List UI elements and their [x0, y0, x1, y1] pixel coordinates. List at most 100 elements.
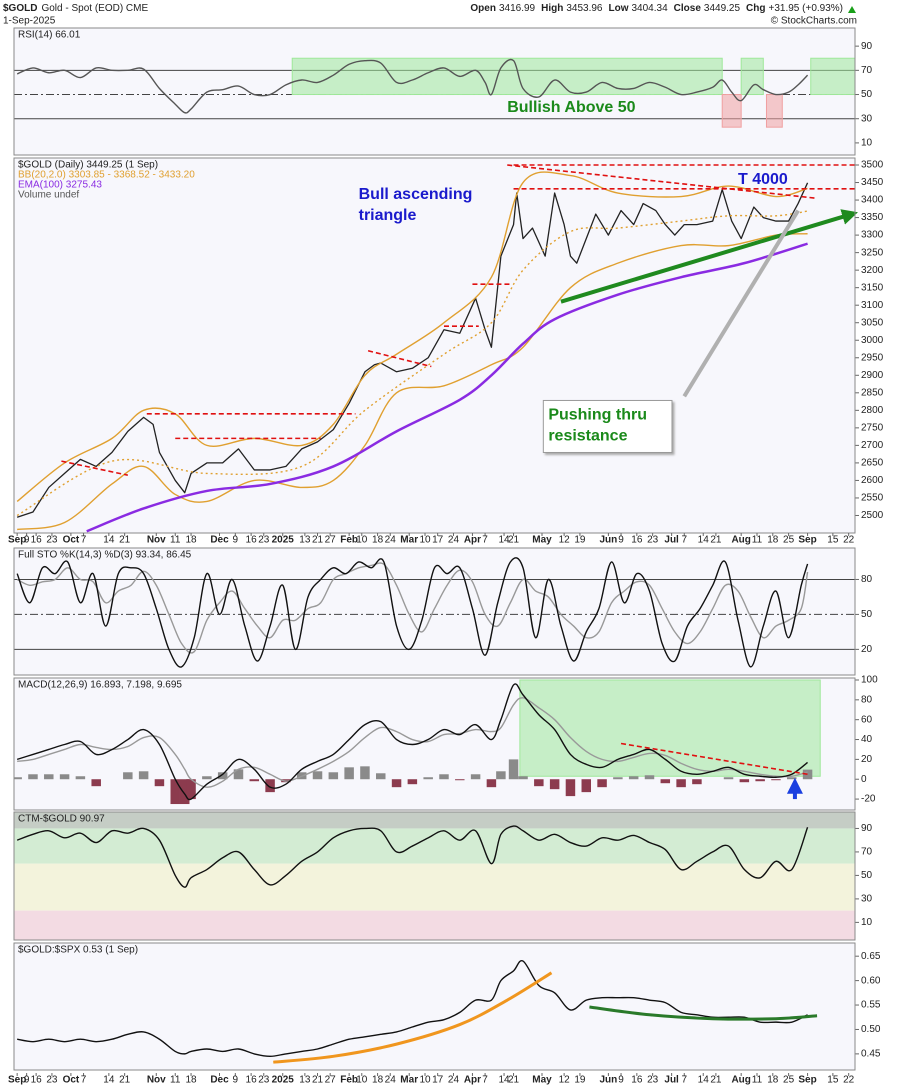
x-tick-label: 14: [498, 1075, 510, 1086]
histogram-bar: [14, 777, 22, 780]
annotation-text: Bullish Above 50: [507, 99, 635, 116]
x-tick-label: Sep: [8, 1075, 26, 1086]
x-tick-label: Nov: [147, 1075, 166, 1086]
x-tick-label: Jun: [600, 535, 618, 546]
x-tick-label: 18: [767, 1075, 779, 1086]
series-line: [16, 58, 809, 114]
legend-entry: CTM-$GOLD 90.97: [18, 814, 105, 825]
x-tick-label: 9: [233, 1075, 239, 1086]
callout-box: [542, 399, 673, 453]
y-tick-label: 40: [861, 734, 873, 745]
x-tick-label: 7: [482, 535, 488, 546]
series-line: [17, 959, 808, 1058]
series-line: [16, 825, 809, 888]
x-tick-label: 7: [81, 535, 87, 546]
histogram-bar: [249, 779, 260, 782]
y-tick-label: 30: [861, 113, 873, 124]
histogram-bar: [565, 779, 576, 797]
x-tick-label: 16: [246, 1075, 258, 1086]
series-line: [17, 233, 808, 531]
x-tick-label: 14: [698, 535, 710, 546]
histogram-bar: [391, 779, 402, 788]
annotation-arrow: [560, 209, 858, 304]
series-line: [16, 557, 809, 668]
histogram-bar: [581, 779, 592, 793]
quote-value: 3404.34: [632, 3, 669, 14]
y-tick-label: 3500: [861, 160, 884, 171]
y-tick-label: 60: [861, 714, 873, 725]
panel-frame: [13, 811, 856, 941]
histogram-bar: [376, 773, 386, 780]
x-tick-label: 9: [24, 1075, 30, 1086]
y-tick-label: 50: [861, 609, 873, 620]
histogram-bar: [28, 774, 38, 780]
y-tick-label: 30: [861, 894, 873, 905]
y-tick-label: 3300: [861, 230, 884, 241]
x-tick-label: 21: [119, 535, 131, 546]
x-tick-label: Sep: [798, 535, 816, 546]
x-tick-label: Feb: [340, 1075, 358, 1086]
x-tick-label: Apr: [464, 535, 481, 546]
y-tick-label: 50: [861, 870, 873, 881]
annotation-text: Pushing thru: [548, 406, 647, 423]
x-tick-label: 24: [448, 1075, 460, 1086]
y-tick-label: 0.50: [861, 1024, 881, 1035]
x-tick-label: Aug: [731, 1075, 750, 1086]
annotation-text: T 4000: [738, 171, 788, 188]
histogram-bar: [179, 779, 190, 805]
x-tick-label: Oct: [63, 535, 80, 546]
histogram-bar: [613, 777, 623, 780]
x-tick-label: 21: [508, 535, 520, 546]
panel-frame: [13, 157, 856, 534]
y-tick-label: 80: [861, 694, 873, 705]
x-tick-label: Jul: [664, 535, 679, 546]
panel-frame: [13, 27, 856, 156]
legend-entry: Full STO %K(14,3) %D(3) 93.34, 86.45: [18, 550, 192, 561]
x-tick-label: 23: [258, 1075, 270, 1086]
annotation-line: [589, 1005, 818, 1021]
legend-entry: RSI(14) 66.01: [18, 30, 81, 41]
histogram-bar: [739, 779, 750, 783]
zone-band: [14, 910, 855, 940]
y-tick-label: 2600: [861, 475, 884, 486]
y-tick-label: 70: [861, 65, 873, 76]
x-tick-label: 21: [119, 1075, 131, 1086]
highlight-box: [519, 679, 821, 777]
histogram-bar: [676, 779, 686, 788]
x-tick-label: 9: [24, 535, 30, 546]
y-tick-label: 90: [861, 823, 873, 834]
y-tick-label: 90: [861, 41, 873, 52]
histogram-bar: [423, 777, 433, 780]
highlight-box: [740, 57, 764, 96]
x-tick-label: Feb: [340, 535, 358, 546]
y-tick-label: 2950: [861, 352, 884, 363]
x-tick-label: 18: [372, 1075, 384, 1086]
y-tick-label: 20: [861, 644, 873, 655]
y-tick-label: 3150: [861, 282, 884, 293]
quote-value: 3416.99: [499, 3, 536, 14]
x-tick-label: 21: [312, 535, 324, 546]
x-tick-label: 23: [46, 535, 58, 546]
quote-label: Chg: [746, 3, 765, 14]
x-tick-label: 23: [258, 535, 270, 546]
histogram-bar: [233, 769, 244, 780]
x-tick-label: 16: [631, 535, 643, 546]
histogram-bar: [787, 777, 797, 780]
x-tick-label: 13: [299, 535, 311, 546]
quote-label: Low: [609, 3, 629, 14]
x-tick-label: Sep: [8, 535, 26, 546]
x-tick-label: 9: [618, 535, 624, 546]
x-tick-label: 2025: [272, 1075, 295, 1086]
y-tick-label: 2700: [861, 440, 884, 451]
legend-entry: $GOLD:$SPX 0.53 (1 Sep): [18, 945, 138, 956]
histogram-bar: [549, 779, 560, 790]
highlight-box: [721, 94, 742, 128]
y-tick-label: 0.45: [861, 1049, 881, 1060]
x-tick-label: 27: [325, 1075, 337, 1086]
histogram-bar: [755, 779, 765, 782]
x-tick-label: 16: [31, 1075, 43, 1086]
x-tick-label: 7: [482, 1075, 488, 1086]
histogram-bar: [91, 779, 101, 787]
histogram-bar: [344, 767, 354, 780]
